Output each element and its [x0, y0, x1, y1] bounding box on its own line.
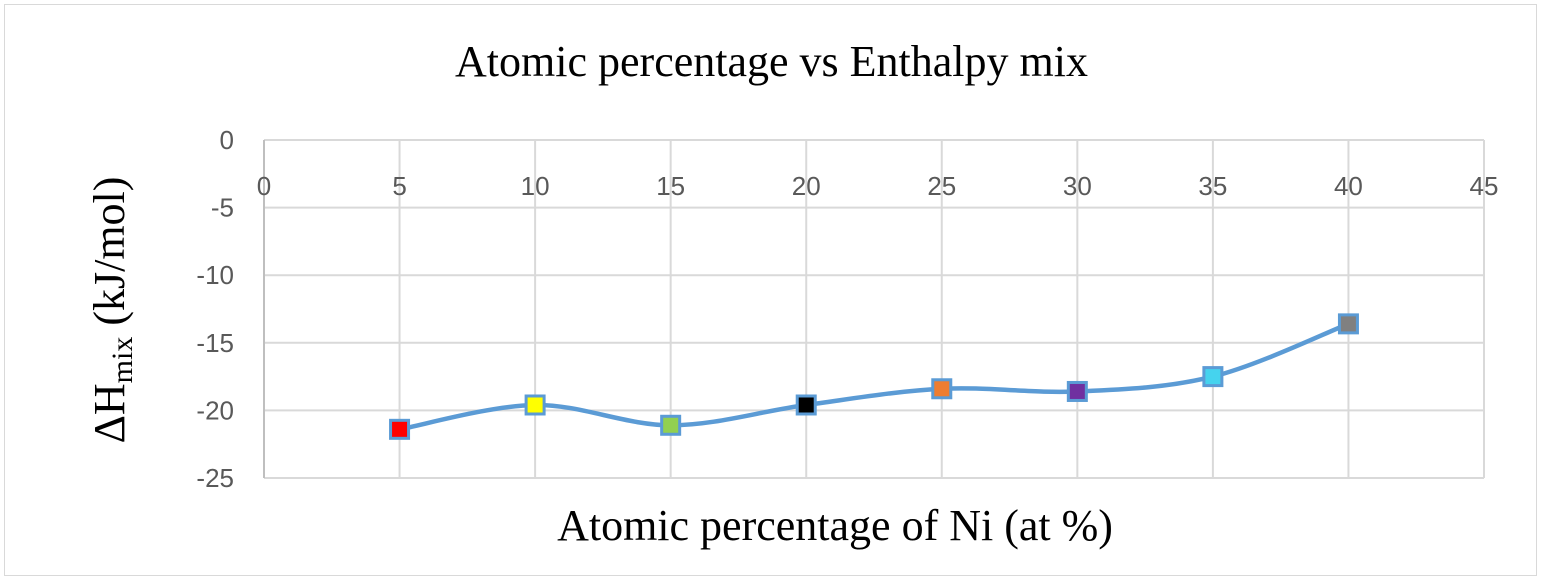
y-tick-label: 0: [220, 125, 234, 155]
data-point-marker: [389, 418, 411, 440]
x-tick-label: 35: [1198, 171, 1227, 201]
y-tick-label: -5: [211, 193, 234, 223]
y-tick-label: -20: [196, 395, 234, 425]
data-point-marker: [795, 394, 817, 416]
x-tick-label: 15: [656, 171, 685, 201]
y-tick-label: -25: [196, 463, 234, 493]
x-tick-label: 20: [792, 171, 821, 201]
x-tick-label: 45: [1470, 171, 1499, 201]
x-tick-label: 10: [521, 171, 550, 201]
x-tick-label: 30: [1063, 171, 1092, 201]
chart-title: Atomic percentage vs Enthalpy mix: [455, 37, 1088, 86]
data-point-marker: [524, 394, 546, 416]
x-tick-label: 40: [1334, 171, 1363, 201]
data-point-marker: [1066, 380, 1088, 402]
y-tick-label: -15: [196, 328, 234, 358]
x-tick-label: 25: [927, 171, 956, 201]
data-point-marker: [1337, 313, 1359, 335]
y-tick-label: -10: [196, 260, 234, 290]
data-point-marker: [931, 378, 953, 400]
x-axis-label: Atomic percentage of Ni (at %): [557, 501, 1113, 550]
x-tick-label: 5: [392, 171, 406, 201]
x-tick-label: 0: [257, 171, 271, 201]
chart-frame: [4, 4, 1537, 576]
data-point-marker: [660, 414, 682, 436]
data-point-marker: [1202, 366, 1224, 388]
